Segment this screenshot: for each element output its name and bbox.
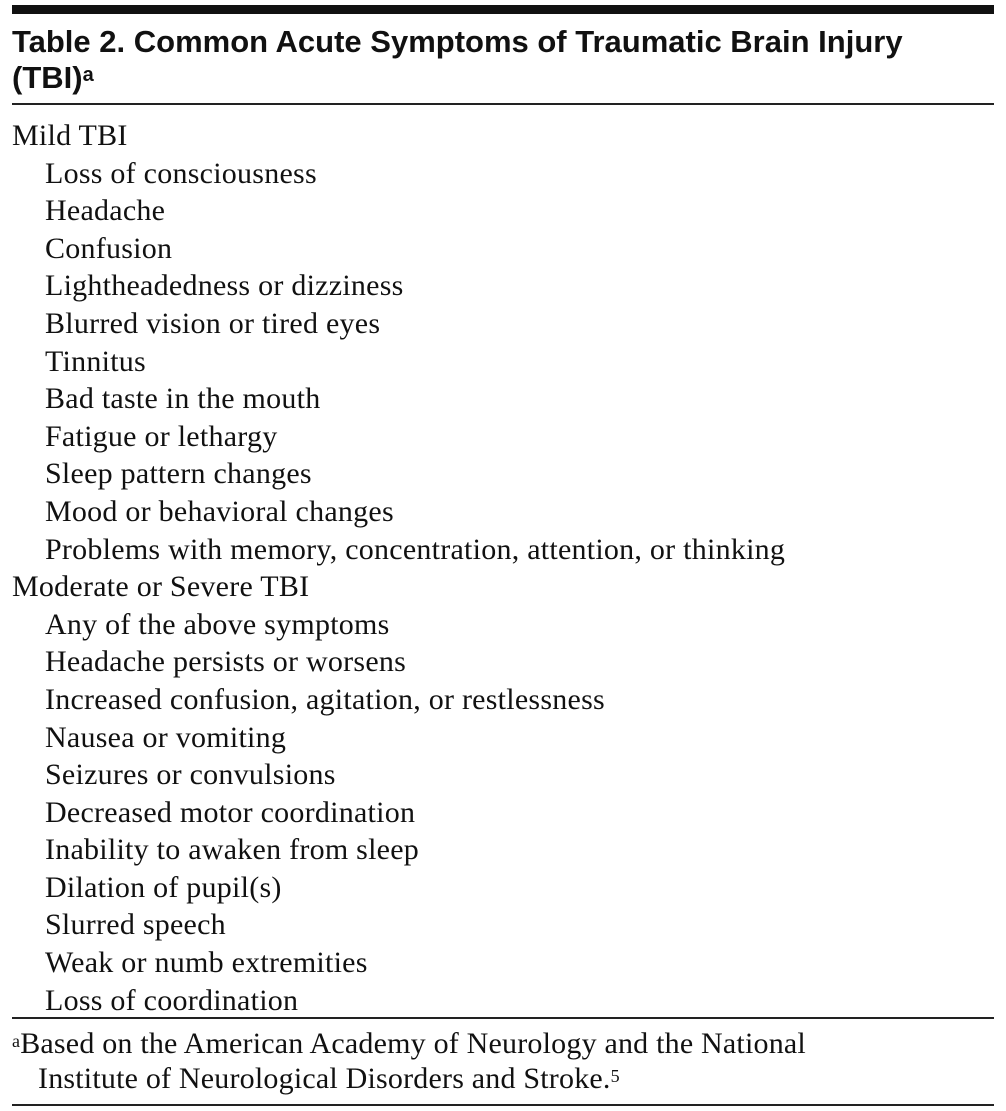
title-footnote-marker: a — [82, 64, 94, 86]
table-body: Mild TBI Loss of consciousness Headache Con… — [12, 117, 785, 1019]
top-rule — [12, 5, 994, 14]
symptom-row: Slurred speech — [45, 908, 226, 942]
footnote-reference: 5 — [610, 1066, 620, 1086]
symptom-row: Any of the above symptoms — [45, 607, 390, 641]
footnote-line-1: Based on the American Academy of Neurolo… — [20, 1027, 806, 1060]
symptom-row: Nausea or vomiting — [45, 720, 287, 754]
symptom-row: Inability to awaken from sleep — [45, 833, 420, 867]
symptom-row: Seizures or convulsions — [45, 758, 336, 792]
symptom-row: Loss of coordination — [45, 983, 299, 1017]
symptom-row: Confusion — [45, 231, 173, 265]
body-bottom-rule — [12, 1017, 994, 1019]
footnote-marker: a — [12, 1031, 21, 1051]
symptom-row: Fatigue or lethargy — [45, 419, 278, 453]
table-title: Table 2. Common Acute Symptoms of Trauma… — [12, 24, 903, 96]
title-line-2: (TBI) — [12, 60, 83, 95]
symptom-row: Dilation of pupil(s) — [45, 870, 282, 904]
symptom-row: Headache — [45, 194, 166, 228]
section-heading: Moderate or Severe TBI — [12, 570, 310, 604]
symptom-row: Problems with memory, concentration, att… — [45, 532, 786, 566]
symptom-row: Sleep pattern changes — [45, 457, 312, 491]
table-footnote: aBased on the American Academy of Neurol… — [12, 1026, 806, 1096]
symptom-row: Blurred vision or tired eyes — [45, 306, 381, 340]
symptom-row: Tinnitus — [45, 344, 146, 378]
symptom-row: Lightheadedness or dizziness — [45, 269, 404, 303]
bottom-rule — [12, 1104, 994, 1106]
symptom-row: Loss of consciousness — [45, 156, 317, 190]
symptom-row: Bad taste in the mouth — [45, 382, 321, 416]
symptom-row: Headache persists or worsens — [45, 645, 407, 679]
header-rule — [12, 103, 994, 105]
symptom-row: Mood or behavioral changes — [45, 494, 394, 528]
symptom-row: Weak or numb extremities — [45, 946, 368, 980]
title-line-1: Table 2. Common Acute Symptoms of Trauma… — [12, 24, 903, 59]
symptom-row: Increased confusion, agitation, or restl… — [45, 682, 605, 716]
footnote-line-2: Institute of Neurological Disorders and … — [38, 1062, 611, 1095]
section-heading: Mild TBI — [12, 119, 128, 152]
symptom-row: Decreased motor coordination — [45, 795, 416, 829]
